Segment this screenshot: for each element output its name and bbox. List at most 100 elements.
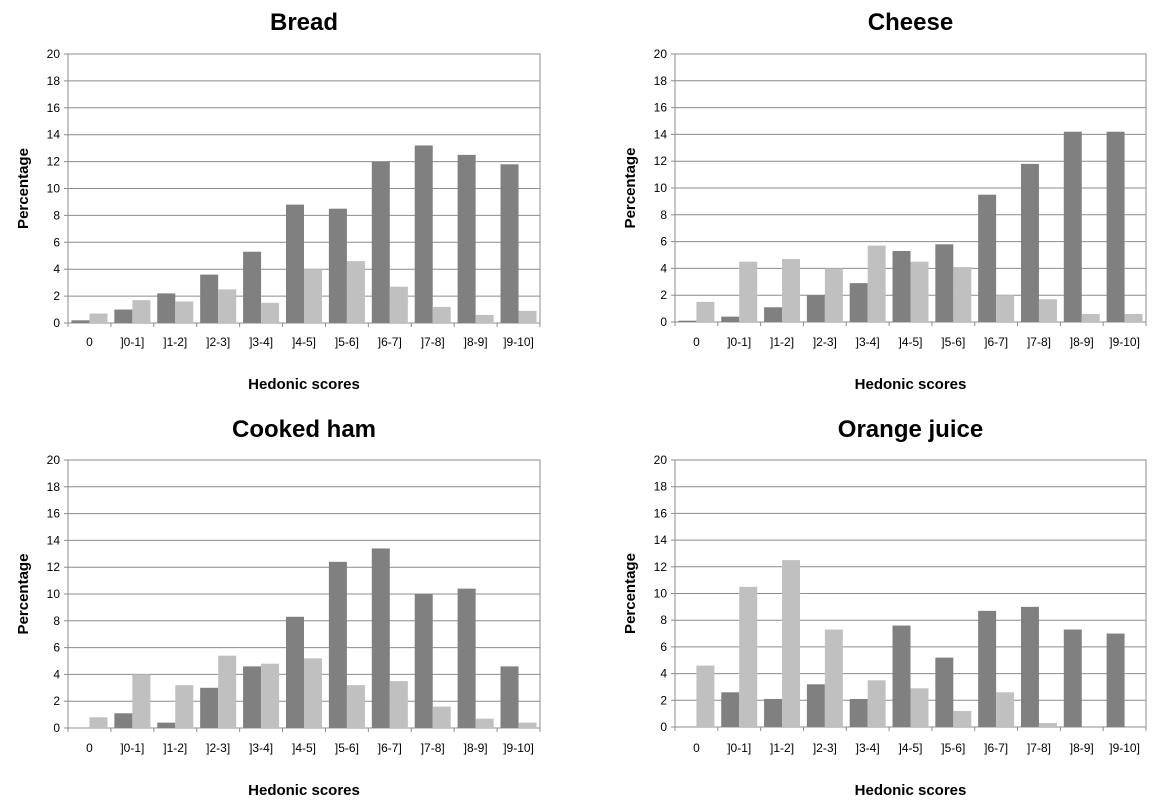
y-tick-label: 16 <box>47 101 61 115</box>
bar <box>518 722 537 728</box>
bar <box>764 307 783 322</box>
bar <box>849 698 868 727</box>
bar <box>782 259 801 322</box>
bar <box>978 194 997 322</box>
y-tick-label: 18 <box>654 480 668 494</box>
bar <box>218 655 237 728</box>
bar <box>849 283 868 322</box>
x-tick-label: ]9-10] <box>1109 335 1140 349</box>
bar <box>243 666 262 728</box>
y-tick-label: 18 <box>47 480 61 494</box>
y-tick-label: 0 <box>660 720 667 734</box>
x-tick-label: ]2-3] <box>206 335 230 349</box>
x-tick-label: ]7-8] <box>421 741 445 755</box>
bar <box>500 164 519 323</box>
x-tick-label: ]0-1] <box>727 335 751 349</box>
y-tick-label: 2 <box>53 694 60 708</box>
bar <box>89 717 108 728</box>
bar <box>935 244 954 322</box>
y-tick-label: 8 <box>53 614 60 628</box>
bar <box>243 251 262 323</box>
bar <box>285 616 304 728</box>
bar <box>518 310 537 323</box>
x-tick-label: 0 <box>693 335 700 349</box>
bar <box>475 718 494 728</box>
bar <box>200 687 219 728</box>
y-tick-label: 14 <box>47 533 61 547</box>
bar <box>457 588 476 728</box>
bar <box>414 145 433 323</box>
bar <box>457 154 476 323</box>
bar <box>696 665 715 727</box>
y-tick-label: 14 <box>654 127 668 141</box>
y-tick-label: 4 <box>53 262 60 276</box>
bar <box>432 706 451 728</box>
y-tick-label: 2 <box>53 289 60 303</box>
y-tick-label: 12 <box>654 560 668 574</box>
bar <box>1020 606 1039 727</box>
y-tick-label: 20 <box>47 47 61 61</box>
x-tick-label: ]3-4] <box>856 741 880 755</box>
x-tick-label: 0 <box>86 741 93 755</box>
bar <box>892 250 911 322</box>
bar <box>824 629 843 727</box>
bar <box>721 316 740 322</box>
x-tick-label: ]3-4] <box>856 335 880 349</box>
y-tick-label: 10 <box>47 587 61 601</box>
bar <box>953 710 972 727</box>
x-tick-label: ]4-5] <box>898 335 922 349</box>
x-tick-label: ]7-8] <box>421 335 445 349</box>
chart-panel: 0 2 4 6 8 10 12 14 16 18 20 0]0-1]]1-2]]2-3]]3-4]]4… <box>622 416 1147 799</box>
bar <box>806 684 825 727</box>
bar <box>867 245 886 322</box>
bar <box>867 680 886 727</box>
bar <box>935 657 954 727</box>
y-tick-label: 4 <box>53 667 60 681</box>
x-tick-label: ]4-5] <box>898 741 922 755</box>
bar <box>500 666 519 728</box>
x-tick-label: ]9-10] <box>503 741 534 755</box>
x-tick-label: ]0-1] <box>727 741 751 755</box>
y-tick-label: 6 <box>660 235 667 249</box>
y-tick-label: 8 <box>660 208 667 222</box>
chart-title: Cheese <box>868 9 953 36</box>
bar <box>892 625 911 727</box>
y-tick-label: 4 <box>660 261 667 275</box>
bar <box>218 289 237 323</box>
bar <box>953 267 972 322</box>
y-tick-label: 6 <box>53 641 60 655</box>
y-tick-label: 0 <box>660 315 667 329</box>
y-tick-label: 2 <box>660 288 667 302</box>
bar <box>328 208 347 323</box>
bar <box>678 320 697 322</box>
bar <box>157 293 176 323</box>
x-tick-label: ]3-4] <box>249 741 273 755</box>
bar <box>175 685 194 728</box>
y-tick-label: 16 <box>654 506 668 520</box>
x-tick-label: ]1-2] <box>163 741 187 755</box>
x-axis-title: Hedonic scores <box>248 782 360 799</box>
y-tick-label: 20 <box>654 47 668 61</box>
bar <box>782 560 801 727</box>
y-tick-label: 6 <box>660 640 667 654</box>
x-tick-label: ]8-9] <box>464 335 488 349</box>
x-tick-label: ]5-6] <box>335 741 359 755</box>
y-tick-label: 0 <box>53 316 60 330</box>
bar <box>175 301 194 323</box>
x-tick-label: ]9-10] <box>1109 741 1140 755</box>
x-tick-label: ]6-7] <box>378 335 402 349</box>
bar <box>114 713 133 728</box>
bar <box>739 261 758 322</box>
x-tick-label: ]1-2] <box>163 335 187 349</box>
bar <box>304 658 323 728</box>
x-axis-title: Hedonic scores <box>855 782 967 799</box>
bar <box>475 314 494 323</box>
bar <box>1106 633 1125 727</box>
x-tick-label: ]5-6] <box>335 335 359 349</box>
x-axis-title: Hedonic scores <box>855 376 967 393</box>
bar <box>346 685 365 728</box>
bar <box>389 681 408 728</box>
y-tick-label: 4 <box>660 667 667 681</box>
y-tick-label: 0 <box>53 721 60 735</box>
